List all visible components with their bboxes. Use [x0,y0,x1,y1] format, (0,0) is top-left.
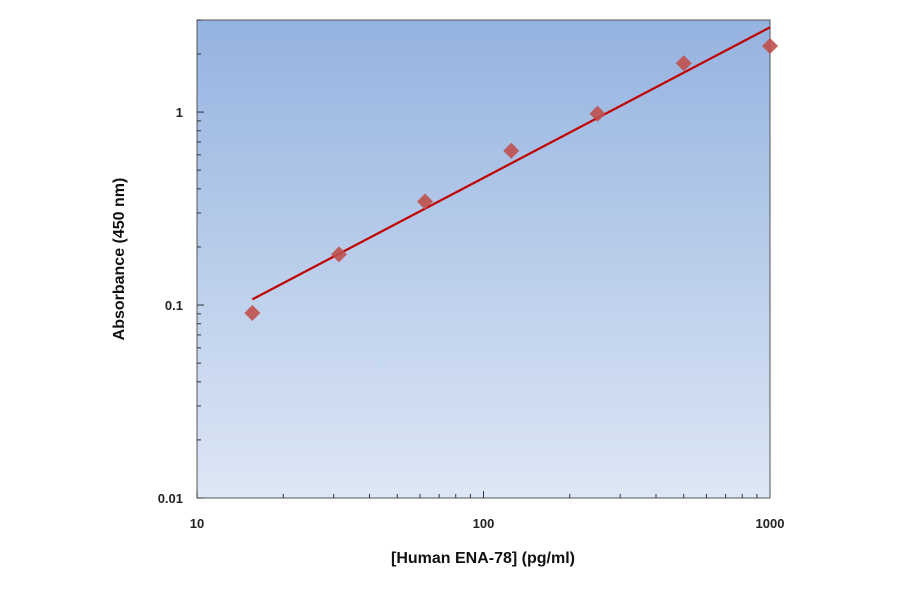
data-point [675,55,692,72]
y-minor-ticks [197,19,204,499]
data-point [417,193,434,210]
data-point [589,105,606,122]
x-tick-label: 10 [190,516,204,531]
data-point [762,37,778,54]
x-minor-ticks [196,491,758,498]
y-axis-title: Absorbance (450 nm) [111,178,128,341]
data-points [244,37,778,321]
x-tick-labels: 10 100 1000 [190,516,785,531]
x-tick-label: 100 [473,516,495,531]
data-point [503,142,520,159]
data-point [244,304,261,321]
x-axis-title: [Human ENA-78] (pg/ml) [391,550,575,567]
x-tick-label: 1000 [756,516,785,531]
data-point [330,246,347,263]
y-tick-labels: 0.01 0.1 1 [158,105,183,506]
y-tick-label: 1 [176,105,183,120]
plot-area [196,19,771,499]
y-tick-label: 0.01 [158,491,183,506]
y-tick-label: 0.1 [165,298,183,313]
